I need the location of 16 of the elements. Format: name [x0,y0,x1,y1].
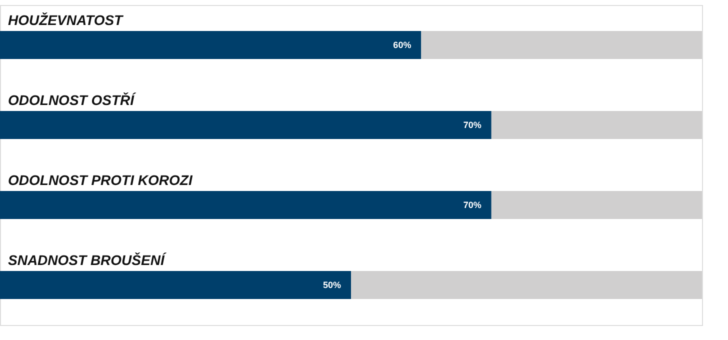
bar [0,191,492,219]
y-tick-label: ODOLNOST OSTŘÍ [8,92,136,108]
y-tick-label: HOUŽEVNATOST [8,12,124,28]
data-label: 60% [393,40,412,50]
data-label: 70% [463,120,482,130]
bar [351,271,702,299]
bar [0,31,422,59]
data-label: 50% [322,280,341,290]
data-label: 70% [463,200,482,210]
y-tick-label: SNADNOST BROUŠENÍ [8,252,166,268]
bar [0,111,492,139]
bar [491,191,702,219]
y-tick-label: ODOLNOST PROTI KOROZI [8,172,194,188]
bar [491,111,702,139]
bar [0,271,351,299]
bar [421,31,702,59]
